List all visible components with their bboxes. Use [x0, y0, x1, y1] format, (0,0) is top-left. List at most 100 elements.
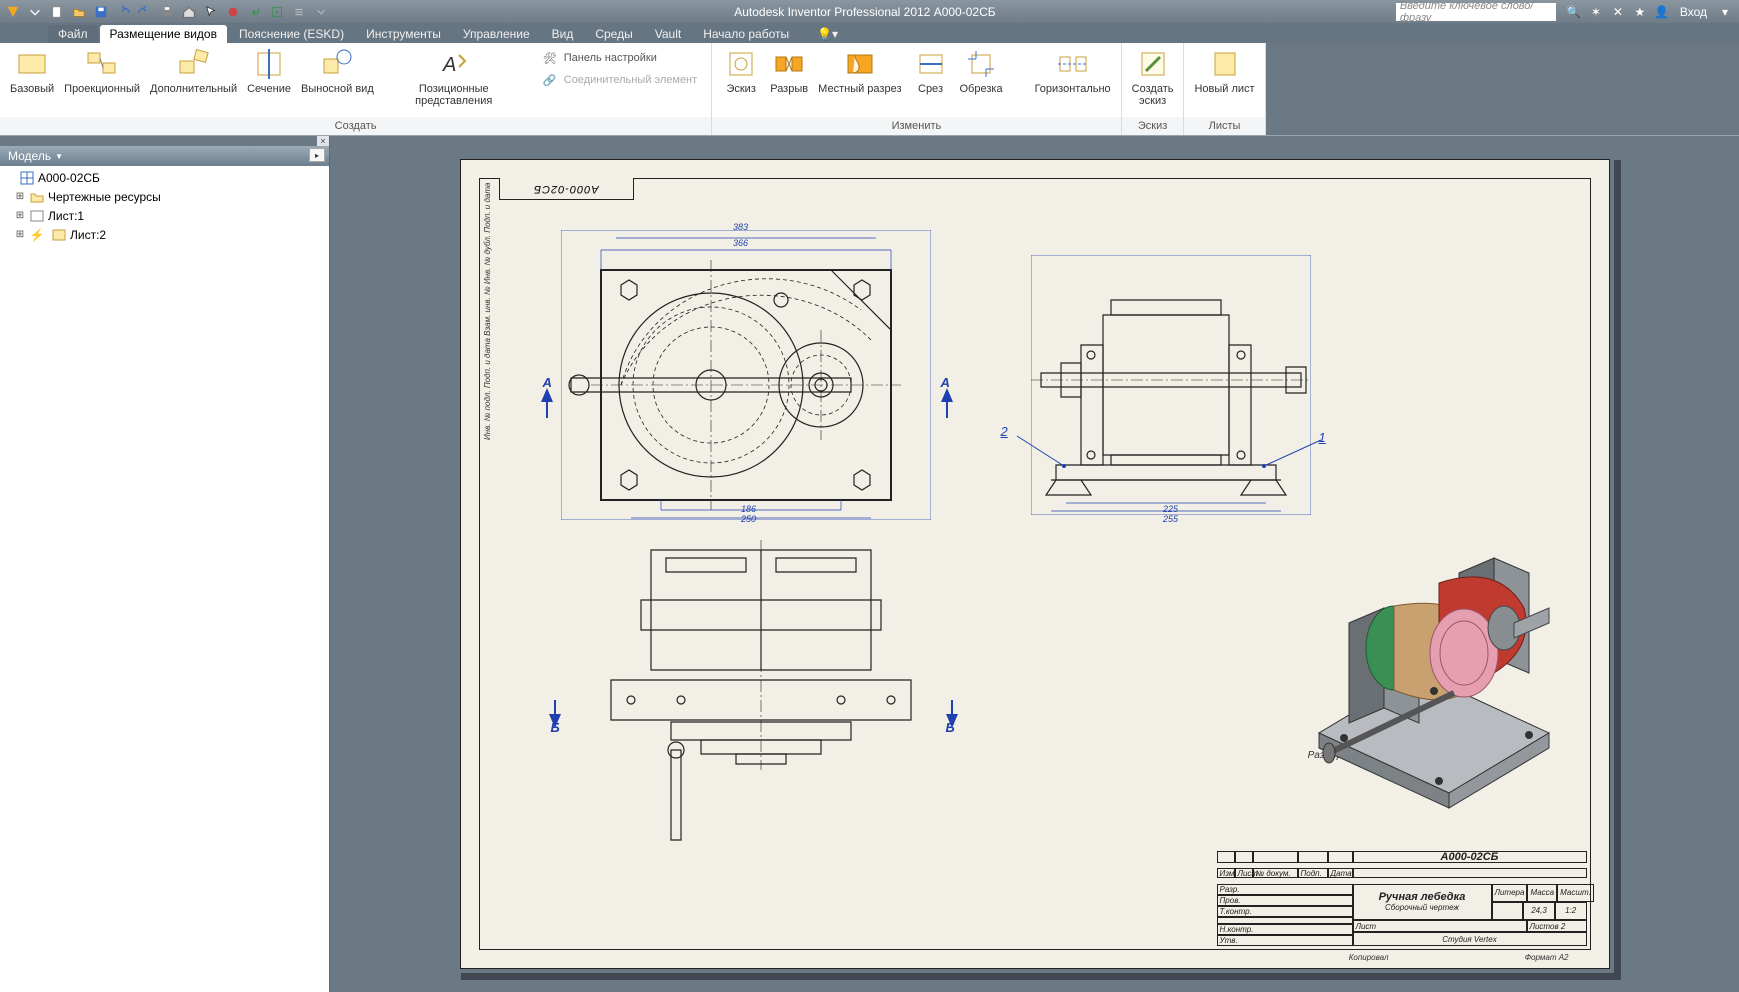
- tab-get-started[interactable]: Начало работы: [693, 25, 799, 43]
- tree-label: Лист:1: [48, 209, 84, 223]
- view-front[interactable]: [571, 540, 931, 850]
- qat-dropdown-icon[interactable]: [26, 3, 44, 21]
- nailboard-button[interactable]: 🛠Панель настройки: [540, 49, 699, 67]
- tb-name: Ручная лебедка: [1379, 891, 1466, 903]
- drawing-canvas[interactable]: А000-02СБ: [330, 136, 1739, 992]
- tab-annotate-eskd[interactable]: Пояснение (ESKD): [229, 25, 354, 43]
- tab-manage[interactable]: Управление: [453, 25, 540, 43]
- tree-expander[interactable]: ⊞: [14, 210, 26, 221]
- tab-file[interactable]: Файл: [48, 25, 98, 43]
- tb-copied: Копировал: [1349, 953, 1389, 962]
- app-menu-button[interactable]: [4, 3, 22, 21]
- tree-expander[interactable]: ⊞: [14, 229, 26, 240]
- chevron-down-icon: ▼: [55, 152, 63, 161]
- tb-format: Формат А2: [1525, 953, 1569, 962]
- tab-tools[interactable]: Инструменты: [356, 25, 451, 43]
- subscription-icon[interactable]: ✶: [1588, 4, 1604, 20]
- model-browser-panel: × Модель ▼ ▸ А000-02СБ ⊞ Чертежные ресурс…: [0, 136, 330, 992]
- ribbon-group-sheets-label: Листы: [1184, 117, 1264, 135]
- login-link[interactable]: Вход: [1676, 5, 1711, 19]
- titlebar: Autodesk Inventor Professional 2012 А000…: [0, 0, 1739, 23]
- tree-item-resources[interactable]: ⊞ Чертежные ресурсы: [0, 187, 329, 206]
- tab-environments[interactable]: Среды: [585, 25, 642, 43]
- select-icon[interactable]: [202, 3, 220, 21]
- tree-item-sheet2[interactable]: ⊞ ⚡ Лист:2: [0, 225, 329, 244]
- tree-root[interactable]: А000-02СБ: [0, 168, 329, 187]
- panel-close-icon[interactable]: ×: [317, 136, 329, 146]
- print-icon[interactable]: [158, 3, 176, 21]
- qat-expand-icon[interactable]: [312, 3, 330, 21]
- drawing-sheet[interactable]: А000-02СБ: [460, 159, 1610, 969]
- open-icon[interactable]: [70, 3, 88, 21]
- ribbon-group-create-label: Создать: [0, 117, 711, 135]
- home-icon[interactable]: [180, 3, 198, 21]
- drawing-icon: [19, 171, 35, 185]
- browser-title: Модель: [8, 149, 51, 163]
- search-input[interactable]: Введите ключевое слово/фразу: [1396, 3, 1556, 21]
- dim-255: 255: [1151, 514, 1191, 524]
- new-icon[interactable]: [48, 3, 66, 21]
- new-sheet-button[interactable]: Новый лист: [1190, 45, 1258, 97]
- redo-icon[interactable]: [136, 3, 154, 21]
- horizontal-align-button[interactable]: Горизонтально: [1031, 45, 1115, 97]
- browser-tree: А000-02СБ ⊞ Чертежные ресурсы ⊞ Лист:1 ⊞…: [0, 166, 329, 992]
- help-dropdown-icon[interactable]: ▾: [1717, 4, 1733, 20]
- base-view-button[interactable]: Базовый: [6, 45, 58, 97]
- view-isometric[interactable]: [1289, 553, 1569, 813]
- sheet-active-icon: [51, 228, 67, 242]
- tree-label: А000-02СБ: [38, 171, 100, 185]
- ribbon-group-sketch-label: Эскиз: [1122, 117, 1184, 135]
- quick-access-toolbar: [0, 3, 334, 21]
- ribbon-tabstrip: Файл Размещение видов Пояснение (ESKD) И…: [0, 23, 1739, 43]
- ribbon-group-modify-label: Изменить: [712, 117, 1121, 135]
- positional-reps-button[interactable]: AПозиционные представления: [380, 45, 528, 109]
- ribbon-group-sheets: Новый лист Листы: [1184, 43, 1265, 135]
- dim-225: 225: [1151, 504, 1191, 514]
- ribbon-group-create: Базовый Проекционный Дополнительный Сече…: [0, 43, 712, 135]
- crop-view-button[interactable]: Обрезка: [956, 45, 1007, 97]
- user-icon[interactable]: 👤: [1654, 4, 1670, 20]
- material-icon[interactable]: [224, 3, 242, 21]
- auxiliary-view-button[interactable]: Дополнительный: [146, 45, 241, 97]
- break-view-button[interactable]: Разрыв: [766, 45, 812, 97]
- favorite-icon[interactable]: ★: [1632, 4, 1648, 20]
- main-area: × Модель ▼ ▸ А000-02СБ ⊞ Чертежные ресурс…: [0, 136, 1739, 992]
- update-icon[interactable]: [268, 3, 286, 21]
- browser-nav-icon[interactable]: ▸: [309, 148, 325, 162]
- browser-header[interactable]: Модель ▼ ▸: [0, 146, 329, 166]
- section-view-button[interactable]: Сечение: [243, 45, 295, 97]
- tree-item-sheet1[interactable]: ⊞ Лист:1: [0, 206, 329, 225]
- ribbon-group-modify: Эскиз Разрыв Местный разрез Срез Обрезка…: [712, 43, 1122, 135]
- create-sketch-button[interactable]: Создать эскиз: [1128, 45, 1178, 109]
- qat-more-icon[interactable]: [290, 3, 308, 21]
- projected-view-button[interactable]: Проекционный: [60, 45, 144, 97]
- infocenter-search-icon[interactable]: 🔍: [1566, 4, 1582, 20]
- view-top[interactable]: [561, 230, 931, 520]
- view-side[interactable]: [1031, 255, 1311, 515]
- tab-help-icon[interactable]: 💡▾: [807, 25, 848, 43]
- left-margin-text: Инв. № подл. Подп. и дата Взам. инв. № И…: [483, 183, 492, 440]
- app-title: Autodesk Inventor Professional 2012 А000…: [334, 5, 1396, 19]
- save-icon[interactable]: [92, 3, 110, 21]
- folder-icon: [29, 190, 45, 204]
- tab-place-views[interactable]: Размещение видов: [100, 25, 227, 43]
- doc-number-tab: А000-02СБ: [499, 178, 634, 200]
- balloon-2: 2: [1001, 424, 1008, 439]
- ribbon-group-sketch: Создать эскиз Эскиз: [1122, 43, 1185, 135]
- exchange-icon[interactable]: ✕: [1610, 4, 1626, 20]
- breakout-view-button[interactable]: Местный разрез: [814, 45, 905, 97]
- undo-icon[interactable]: [114, 3, 132, 21]
- tb-doc: А000-02СБ: [1353, 851, 1587, 863]
- slice-view-button[interactable]: Срез: [908, 45, 954, 97]
- tb-company: Студия Vertex: [1353, 932, 1587, 946]
- dim-250: 250: [729, 514, 769, 524]
- return-icon[interactable]: [246, 3, 264, 21]
- tab-view[interactable]: Вид: [542, 25, 584, 43]
- detail-view-button[interactable]: Выносной вид: [297, 45, 378, 97]
- panel-tab-bar: ×: [0, 136, 329, 146]
- tb-mass: 24,3: [1523, 902, 1555, 920]
- ribbon: Базовый Проекционный Дополнительный Сече…: [0, 43, 1739, 136]
- sketch-view-button[interactable]: Эскиз: [718, 45, 764, 97]
- tree-expander[interactable]: ⊞: [14, 191, 26, 202]
- tab-vault[interactable]: Vault: [645, 25, 691, 43]
